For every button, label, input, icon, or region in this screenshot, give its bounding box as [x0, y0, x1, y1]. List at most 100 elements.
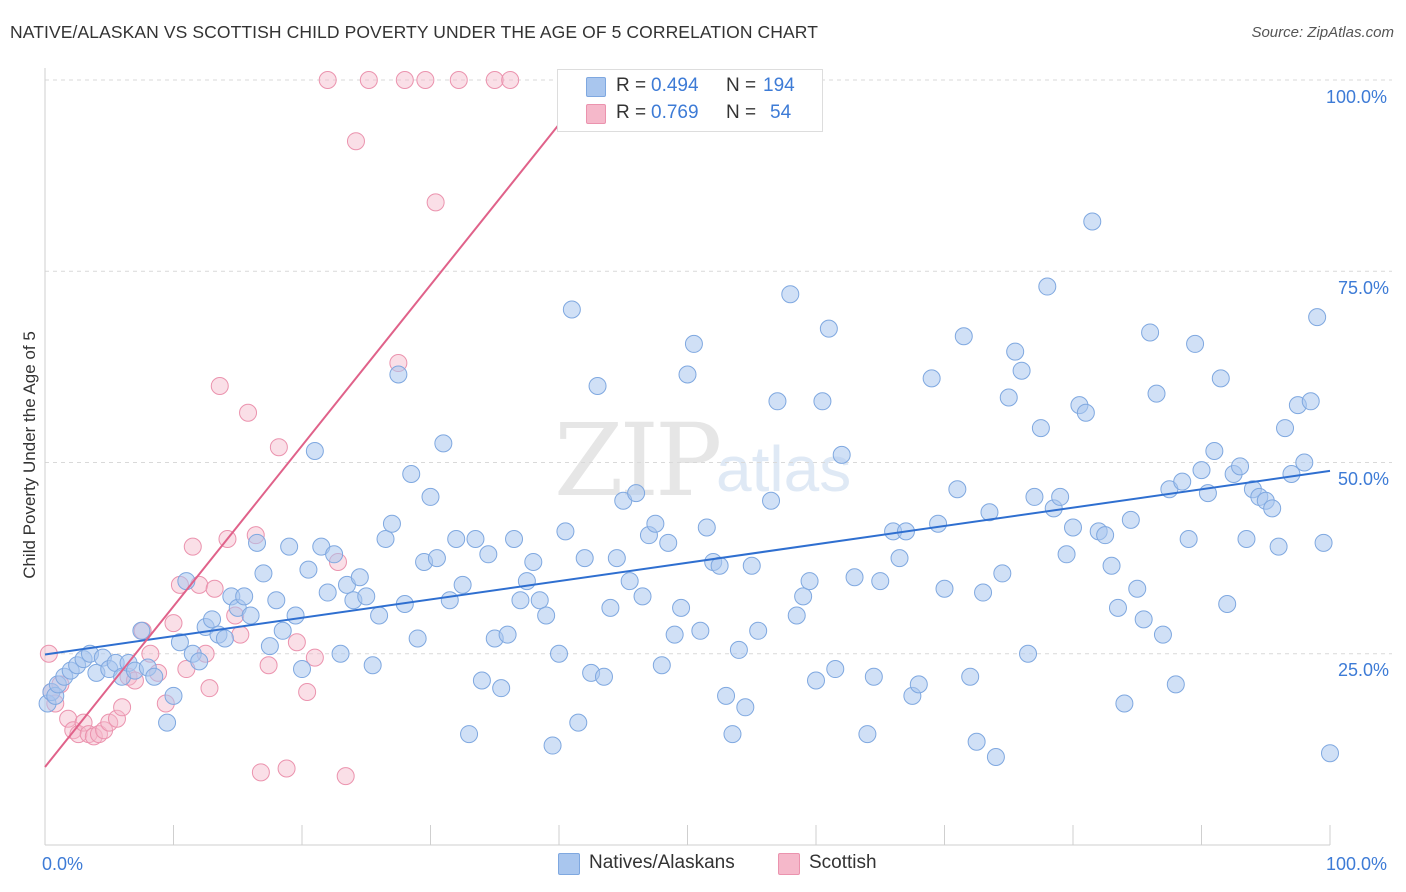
point-natives-117 [800, 572, 819, 591]
point-natives-88 [601, 598, 620, 617]
point-natives-180 [1237, 530, 1256, 548]
point-natives-172 [1186, 334, 1205, 353]
legend-n-label: N = [726, 75, 757, 96]
watermark-atlas: atlas [716, 433, 852, 505]
point-natives-20 [164, 686, 183, 705]
point-scottish-35 [251, 763, 270, 782]
point-scottish-4 [59, 709, 78, 728]
point-natives-35 [260, 637, 279, 656]
point-natives-124 [858, 725, 877, 744]
point-natives-191 [1308, 308, 1327, 327]
point-natives-45 [325, 545, 344, 564]
x-tick-label-0: 0.0% [42, 854, 84, 874]
point-natives-123 [845, 568, 864, 587]
point-natives-112 [762, 491, 781, 510]
point-natives-166 [1147, 384, 1166, 403]
point-natives-87 [594, 667, 613, 686]
y-tick-label-100: 100.0% [1326, 87, 1388, 107]
point-natives-192 [1314, 533, 1333, 552]
point-natives-186 [1276, 419, 1295, 438]
point-natives-34 [254, 564, 273, 583]
point-natives-118 [807, 671, 825, 690]
point-natives-61 [427, 549, 446, 568]
trendline-natives [44, 469, 1331, 656]
point-scottish-27 [200, 679, 219, 698]
point-natives-66 [460, 725, 479, 744]
legend-n-value: 54 [770, 102, 792, 123]
point-scottish-44 [336, 767, 355, 786]
point-natives-31 [235, 587, 254, 606]
bottom-legend-swatch-scottish [778, 853, 800, 875]
x-tick-label-100: 100.0% [1326, 854, 1388, 874]
legend-n-value: 194 [763, 75, 795, 96]
point-natives-84 [575, 549, 594, 568]
point-natives-33 [248, 533, 267, 552]
point-natives-176 [1211, 369, 1230, 388]
point-natives-164 [1134, 610, 1153, 629]
point-natives-137 [961, 667, 980, 686]
point-natives-69 [479, 545, 498, 564]
point-natives-38 [280, 537, 299, 556]
point-natives-158 [1096, 526, 1115, 545]
point-natives-128 [890, 549, 909, 568]
point-natives-65 [453, 575, 472, 594]
point-natives-46 [331, 644, 350, 663]
point-natives-162 [1121, 510, 1140, 529]
point-natives-149 [1038, 277, 1057, 296]
point-natives-151 [1051, 487, 1070, 506]
point-natives-139 [974, 583, 993, 602]
point-natives-111 [749, 621, 768, 640]
chart-title: NATIVE/ALASKAN VS SCOTTISH CHILD POVERTY… [10, 22, 819, 42]
legend-r-value: 0.494 [651, 75, 699, 96]
point-natives-22 [177, 572, 196, 591]
point-natives-51 [363, 656, 382, 675]
point-natives-175 [1205, 442, 1224, 461]
point-natives-73 [505, 530, 524, 548]
point-natives-63 [440, 591, 459, 610]
point-natives-190 [1301, 392, 1320, 411]
point-natives-156 [1083, 212, 1102, 231]
point-natives-109 [736, 698, 755, 717]
point-natives-96 [652, 656, 671, 675]
point-natives-49 [350, 568, 369, 587]
point-natives-169 [1166, 675, 1185, 694]
source-label: Source: ZipAtlas.com [1251, 24, 1394, 41]
point-scottish-52 [485, 71, 504, 89]
point-natives-36 [267, 591, 286, 610]
point-natives-62 [434, 434, 453, 453]
point-natives-155 [1076, 403, 1095, 422]
point-natives-145 [1012, 361, 1031, 380]
point-natives-53 [376, 530, 395, 548]
point-scottish-32 [231, 625, 250, 644]
point-natives-108 [729, 640, 748, 659]
trendline-scottish [44, 75, 599, 768]
point-natives-114 [781, 285, 800, 304]
point-scottish-46 [359, 71, 378, 89]
point-scottish-49 [416, 71, 435, 89]
legend-swatch-scottish [586, 104, 606, 124]
point-natives-165 [1141, 323, 1160, 342]
bottom-legend-swatch-natives [558, 853, 580, 875]
point-scottish-29 [210, 377, 229, 395]
point-natives-136 [954, 327, 973, 346]
point-natives-110 [742, 556, 761, 575]
point-natives-160 [1108, 598, 1127, 617]
bottom-legend-label-natives: Natives/Alaskans [589, 852, 735, 873]
point-natives-177 [1218, 595, 1237, 614]
point-natives-138 [967, 732, 986, 751]
point-natives-140 [980, 503, 999, 522]
point-natives-95 [646, 514, 665, 533]
point-scottish-42 [318, 71, 337, 89]
point-scottish-45 [346, 132, 365, 151]
point-scottish-28 [205, 579, 224, 598]
point-natives-185 [1269, 537, 1288, 556]
point-scottish-51 [449, 71, 468, 89]
point-natives-28 [215, 629, 234, 648]
point-scottish-37 [269, 438, 288, 457]
point-natives-37 [273, 621, 292, 640]
point-natives-32 [241, 606, 260, 625]
point-natives-101 [684, 334, 703, 353]
point-natives-79 [543, 736, 562, 755]
point-natives-91 [620, 572, 639, 591]
